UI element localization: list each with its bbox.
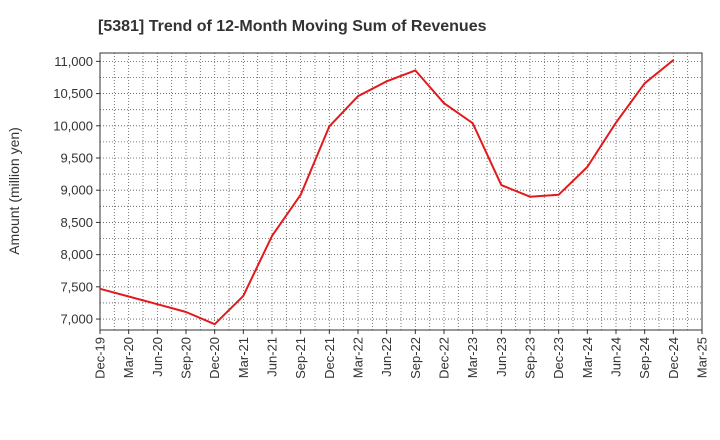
data-point [156,303,159,306]
y-tick-label: 7,500 [60,279,93,294]
x-tick-label: Sep-24 [637,337,652,379]
x-tick-label: Sep-23 [523,337,538,379]
x-tick-label: Mar-24 [580,337,595,378]
y-axis-ticks: 7,000 7,500 8,000 8,500 9,000 9,500 10,000 10,5… [53,54,100,327]
x-tick-label: Sep-22 [408,337,423,379]
x-tick-label: Dec-22 [437,337,452,379]
x-tick-label: Sep-21 [293,337,308,379]
data-point [414,69,417,72]
x-tick-label: Jun-21 [265,337,280,377]
grid-lines [100,53,702,330]
chart-title: [5381] Trend of 12-Month Moving Sum of R… [98,18,487,35]
x-tick-label: Jun-24 [609,337,624,377]
series-group [99,59,675,326]
x-tick-label: Jun-23 [494,337,509,377]
y-tick-label: 8,500 [60,215,93,230]
data-point [271,235,273,237]
data-point [471,122,474,125]
data-point [357,95,359,97]
data-point [385,80,388,83]
data-point [213,323,216,326]
data-point [615,121,617,124]
y-tick-label: 8,000 [60,247,93,262]
y-tick-label: 7,000 [60,312,93,327]
x-tick-label: Mar-23 [465,337,480,378]
data-point [242,295,245,297]
x-tick-label: Mar-22 [351,337,366,378]
x-tick-label: Mar-25 [695,337,710,378]
data-point [529,195,531,198]
y-axis-label: Amount (million yen) [6,127,22,255]
x-tick-label: Dec-19 [93,337,108,379]
x-tick-label: Jun-22 [379,337,394,377]
data-point [328,125,331,128]
y-tick-label: 9,500 [60,151,93,166]
data-point [672,59,675,61]
y-tick-label: 11,000 [54,54,93,69]
data-point [586,166,589,168]
data-point [127,295,130,298]
data-point [443,102,445,105]
data-point [643,82,646,85]
data-point [185,311,187,313]
y-tick-label: 9,000 [60,183,93,198]
x-tick-label: Mar-20 [121,337,136,378]
data-point [299,193,302,196]
x-tick-label: Dec-23 [551,337,566,379]
x-axis-ticks: Dec-19 Mar-20 Jun-20 Sep-20 Dec-20 Mar-21 Jun-… [93,330,710,379]
data-point [500,184,503,186]
data-point [99,287,101,290]
x-tick-label: Dec-20 [207,337,222,379]
y-tick-label: 10,000 [53,118,93,133]
x-tick-label: Dec-24 [666,337,681,379]
x-tick-label: Mar-21 [236,337,251,378]
x-tick-label: Jun-20 [150,337,165,377]
data-point [557,193,560,196]
x-tick-label: Sep-20 [179,337,194,379]
y-tick-label: 10,500 [53,86,93,101]
x-tick-label: Dec-21 [322,337,337,379]
plot-area [99,52,703,331]
